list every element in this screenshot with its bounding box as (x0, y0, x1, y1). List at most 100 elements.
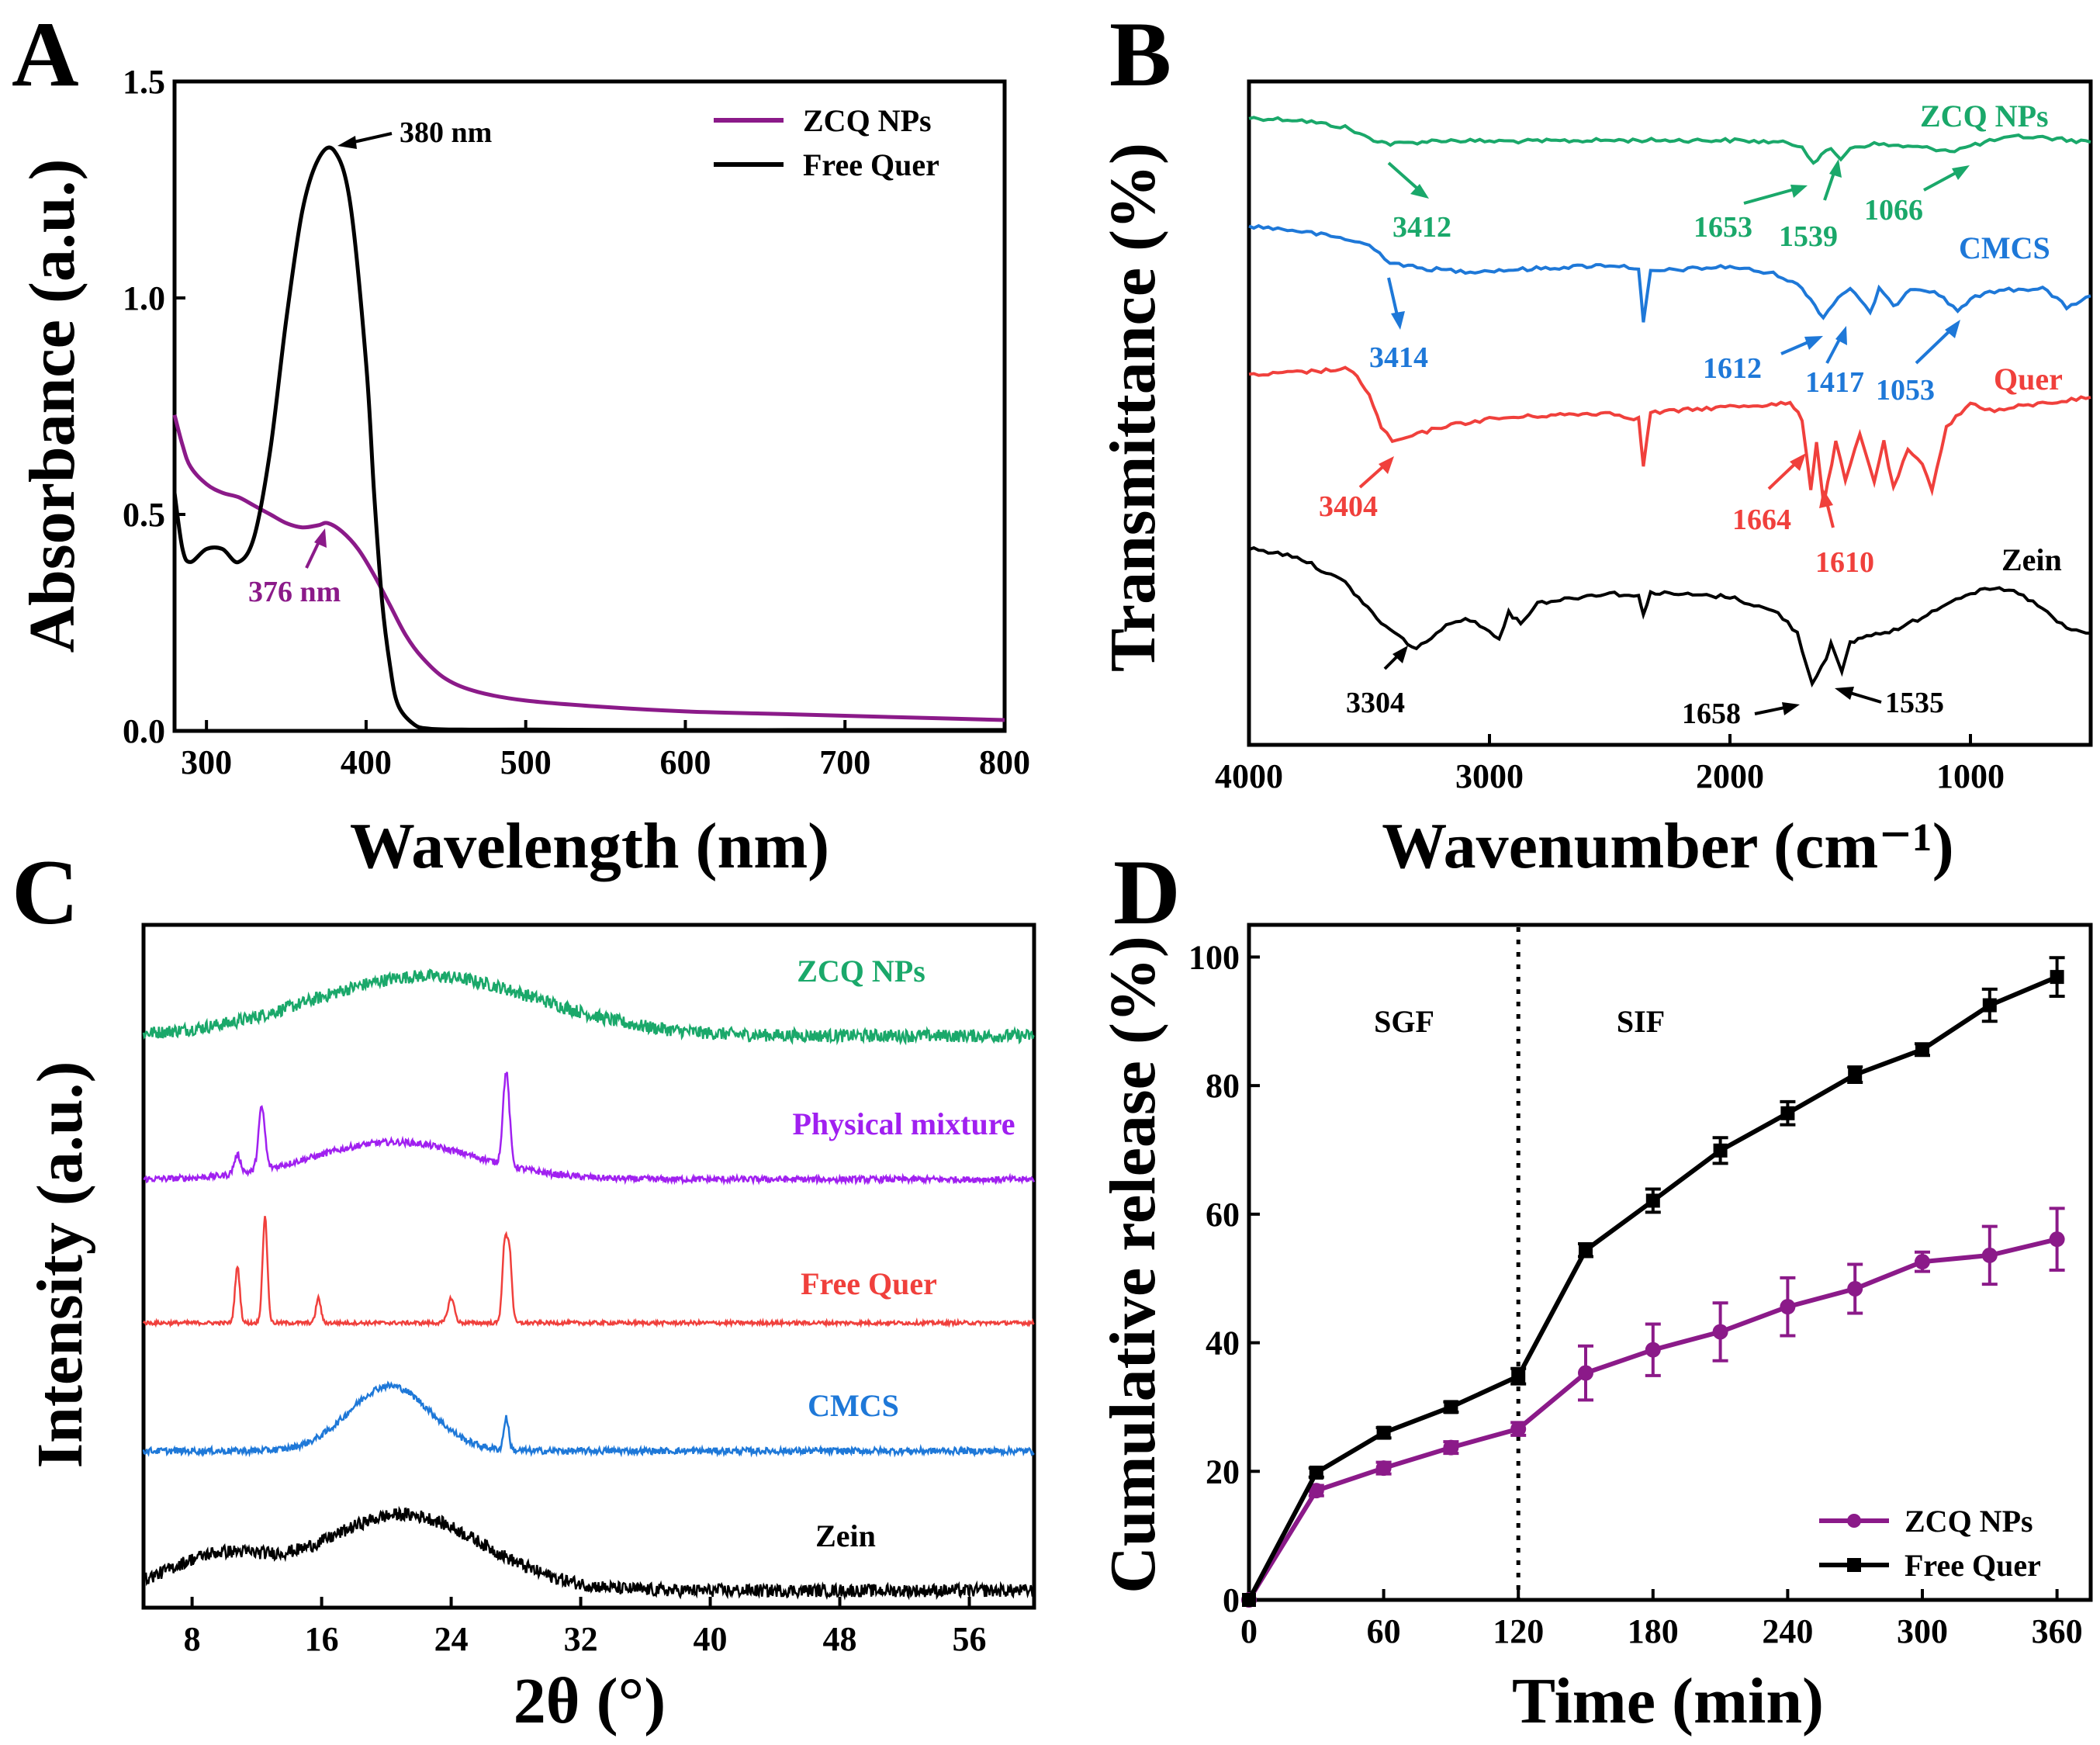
data-point-d-1-0 (1242, 1593, 1256, 1607)
y-axis-title-b: Transmittance (%) (1097, 143, 1169, 672)
series-label-zein-c: Zein (815, 1518, 876, 1553)
a-xtick-label-800: 800 (979, 743, 1030, 781)
series-label-cmcs-b: CMCS (1959, 230, 2050, 265)
panel-c: C 8 16 24 32 40 48 56 2θ (°) Intensity (a.u.) … (12, 840, 1036, 1737)
c-xtick-label-56: 56 (953, 1620, 987, 1658)
x-axis-title-d: Time (min) (1512, 1665, 1824, 1737)
data-point-d-1-9 (1848, 1068, 1863, 1082)
series-label-zein-b: Zein (2001, 542, 2062, 577)
annotation-380nm: 380 nm (337, 116, 492, 149)
annotation-text-376nm: 376 nm (248, 576, 341, 608)
x-axis-title-c: 2θ (°) (514, 1665, 666, 1737)
annotation-text-1066: 1066 (1864, 194, 1923, 227)
legend-label-quer-d: Free Quer (1905, 1548, 2041, 1583)
annotation-text-3414: 3414 (1369, 341, 1428, 374)
annotation-1417: 1417 (1805, 326, 1864, 399)
data-point-d-1-12 (2050, 970, 2064, 985)
data-point-d-1-6 (1645, 1193, 1660, 1208)
annotation-text-1539: 1539 (1779, 220, 1838, 253)
region-label-sgf: SGF (1374, 1004, 1434, 1039)
series-label-zcq-b: ZCQ NPs (1920, 99, 2049, 133)
panel-a: A 300 400 500 600 700 800 0.0 0.5 1.0 1.5 Wavelen… (12, 2, 1030, 882)
region-label-sif: SIF (1617, 1004, 1665, 1039)
legend-label-zcq-d: ZCQ NPs (1905, 1504, 2033, 1539)
d-ytick-label-60: 60 (1206, 1196, 1240, 1234)
c-xtick-label-8: 8 (184, 1620, 201, 1658)
annotation-1612: 1612 (1703, 336, 1823, 385)
annotation-3304: 3304 (1346, 646, 1408, 719)
data-point-d-0-6 (1645, 1342, 1661, 1358)
a-ytick-label-1: 1.0 (123, 279, 165, 317)
annotation-text-1664: 1664 (1732, 504, 1791, 536)
d-xtick-label-180: 180 (1628, 1612, 1679, 1650)
series-line-c-1 (143, 1072, 1036, 1186)
c-xtick-label-40: 40 (694, 1620, 728, 1658)
series-label-zcq-c: ZCQ NPs (797, 954, 925, 988)
annotation-1066: 1066 (1864, 165, 1970, 227)
annotation-1653: 1653 (1693, 185, 1808, 244)
series-line-b-0 (1248, 116, 2091, 165)
data-point-d-1-5 (1579, 1243, 1593, 1258)
series-line-c-2 (142, 1216, 1035, 1328)
annotation-text-3404: 3404 (1319, 490, 1378, 523)
series-line-a-0 (172, 414, 1005, 722)
a-xtick-label-700: 700 (819, 743, 870, 781)
annotation-text-380nm: 380 nm (400, 116, 492, 149)
b-xtick-label-1000: 1000 (1936, 757, 2005, 795)
data-point-d-1-10 (1915, 1042, 1929, 1057)
a-ytick-label-0: 0.0 (123, 712, 165, 750)
a-xtick-label-400: 400 (341, 743, 392, 781)
d-ytick-label-0: 0 (1223, 1581, 1240, 1619)
panel-letter-d: D (1113, 840, 1181, 943)
data-point-d-0-4 (1510, 1421, 1527, 1437)
data-point-d-0-1 (1308, 1483, 1324, 1499)
data-point-d-1-1 (1309, 1465, 1323, 1480)
annotation-1535: 1535 (1835, 687, 1944, 719)
data-point-d-0-5 (1578, 1365, 1593, 1381)
annotation-text-3304: 3304 (1346, 687, 1405, 719)
a-ytick-label-1.5: 1.5 (123, 63, 165, 101)
panel-letter-b: B (1109, 2, 1171, 106)
d-xtick-label-60: 60 (1367, 1612, 1401, 1650)
d-ytick-label-100: 100 (1188, 938, 1240, 976)
data-point-d-0-12 (2049, 1231, 2065, 1248)
legend-label-zcq-a: ZCQ NPs (803, 103, 932, 138)
data-point-d-0-7 (1712, 1324, 1728, 1340)
series-label-quer-b: Quer (1994, 362, 2063, 396)
c-xtick-label-16: 16 (305, 1620, 339, 1658)
c-xtick-label-32: 32 (564, 1620, 598, 1658)
data-point-d-0-2 (1375, 1460, 1392, 1477)
annotation-text-1658: 1658 (1682, 698, 1741, 730)
annotation-3414: 3414 (1369, 277, 1428, 374)
legend-d: ZCQ NPs Free Quer (1819, 1504, 2041, 1583)
b-xtick-label-4000: 4000 (1215, 757, 1283, 795)
d-ytick-label-40: 40 (1206, 1324, 1240, 1362)
annotation-text-1417: 1417 (1805, 366, 1864, 399)
annotation-text-1653: 1653 (1693, 211, 1752, 244)
data-point-d-1-3 (1444, 1400, 1458, 1414)
series-group-c (142, 968, 1036, 1601)
series-group-d (1241, 956, 2065, 1608)
d-xtick-label-120: 120 (1493, 1612, 1544, 1650)
a-xtick-label-500: 500 (500, 743, 552, 781)
data-point-d-1-8 (1780, 1106, 1795, 1120)
ticks-b: 4000 3000 2000 1000 (1215, 734, 2005, 795)
a-xtick-label-600: 600 (659, 743, 711, 781)
series-group-a (172, 145, 1005, 732)
series-label-quer-c: Free Quer (801, 1266, 937, 1301)
series-label-cmcs-c: CMCS (808, 1388, 899, 1423)
d-xtick-label-360: 360 (2032, 1612, 2083, 1650)
series-group-b (1248, 116, 2091, 688)
panel-d: D 0 60 120 180 240 300 360 0 20 40 60 80 100 Time (m… (1097, 840, 2093, 1737)
data-point-d-1-2 (1376, 1425, 1391, 1440)
y-axis-title-c: Intensity (a.u.) (24, 1061, 96, 1468)
legend-marker-zcq-d (1847, 1514, 1861, 1528)
d-xtick-label-0: 0 (1240, 1612, 1258, 1650)
series-line-b-1 (1248, 223, 2091, 323)
b-xtick-label-3000: 3000 (1455, 757, 1524, 795)
ticks-a: 300 400 500 600 700 800 0.0 0.5 1.0 1.5 (123, 63, 1030, 781)
data-point-d-0-11 (1981, 1247, 1998, 1263)
d-xtick-label-240: 240 (1762, 1612, 1813, 1650)
plot-frame-b (1247, 79, 2093, 747)
